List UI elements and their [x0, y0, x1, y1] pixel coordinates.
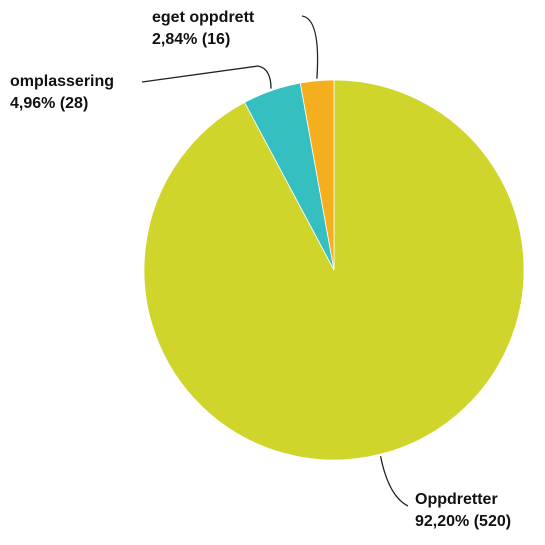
slice-value-label: 92,20% (520)	[415, 513, 511, 530]
leader-line	[141, 65, 272, 89]
slice-value-label: 2,84% (16)	[152, 31, 230, 48]
slice-label: Oppdretter	[415, 491, 498, 508]
pie-slice	[299, 79, 335, 271]
slice-label: omplassering	[10, 73, 114, 90]
slice-label: eget oppdrett	[152, 9, 255, 26]
leader-line	[379, 456, 409, 507]
leader-line	[301, 15, 319, 79]
slice-value-label: 4,96% (28)	[10, 95, 88, 112]
